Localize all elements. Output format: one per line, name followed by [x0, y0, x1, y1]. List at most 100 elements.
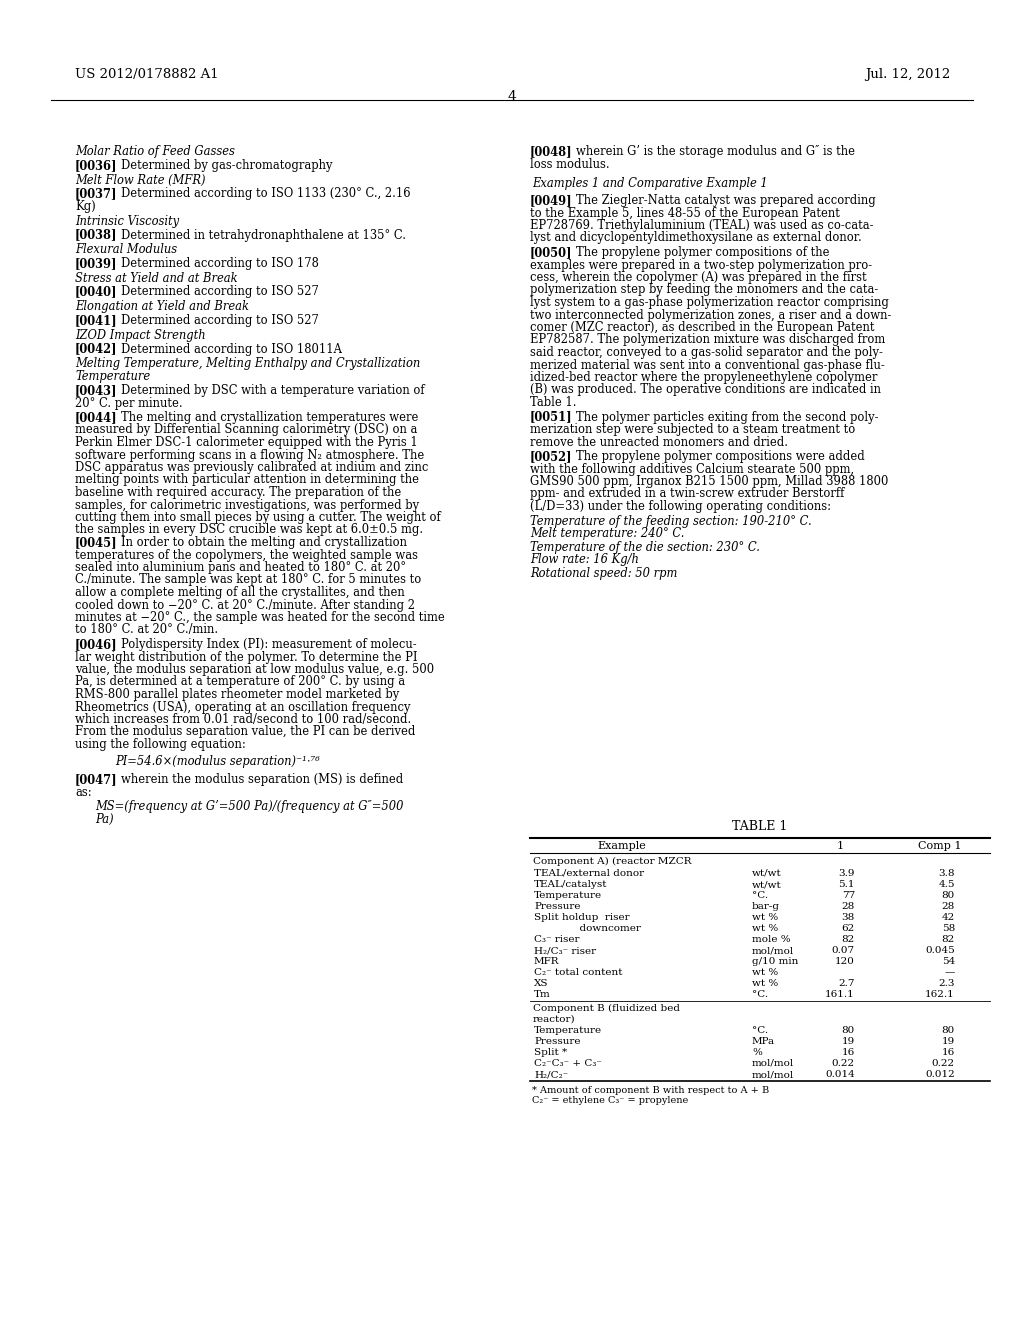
Text: 19: 19: [942, 1038, 955, 1045]
Text: cooled down to −20° C. at 20° C./minute. After standing 2: cooled down to −20° C. at 20° C./minute.…: [75, 598, 415, 611]
Text: C₃⁻ riser: C₃⁻ riser: [534, 935, 580, 944]
Text: lyst system to a gas-phase polymerization reactor comprising: lyst system to a gas-phase polymerizatio…: [530, 296, 889, 309]
Text: From the modulus separation value, the PI can be derived: From the modulus separation value, the P…: [75, 726, 416, 738]
Text: comer (MZC reactor), as described in the European Patent: comer (MZC reactor), as described in the…: [530, 321, 874, 334]
Text: sealed into aluminium pans and heated to 180° C. at 20°: sealed into aluminium pans and heated to…: [75, 561, 407, 574]
Text: wherein the modulus separation (MS) is defined: wherein the modulus separation (MS) is d…: [121, 774, 403, 785]
Text: [0043]: [0043]: [75, 384, 118, 397]
Text: TEAL/external donor: TEAL/external donor: [534, 869, 644, 878]
Text: [0045]: [0045]: [75, 536, 118, 549]
Text: said reactor, conveyed to a gas-solid separator and the poly-: said reactor, conveyed to a gas-solid se…: [530, 346, 883, 359]
Text: °C.: °C.: [752, 1026, 768, 1035]
Text: XS: XS: [534, 979, 549, 987]
Text: 3.8: 3.8: [939, 869, 955, 878]
Text: as:: as:: [75, 785, 91, 799]
Text: idized-bed reactor where the propyleneethylene copolymer: idized-bed reactor where the propyleneet…: [530, 371, 878, 384]
Text: [0052]: [0052]: [530, 450, 572, 463]
Text: MPa: MPa: [752, 1038, 775, 1045]
Text: Determined according to ISO 178: Determined according to ISO 178: [121, 257, 318, 271]
Text: Determined by gas-chromatography: Determined by gas-chromatography: [121, 158, 333, 172]
Text: DSC apparatus was previously calibrated at indium and zinc: DSC apparatus was previously calibrated …: [75, 461, 428, 474]
Text: [0048]: [0048]: [530, 145, 572, 158]
Text: MFR: MFR: [534, 957, 559, 966]
Text: Kg): Kg): [75, 201, 96, 213]
Text: Determined according to ISO 527: Determined according to ISO 527: [121, 314, 318, 327]
Text: 82: 82: [842, 935, 855, 944]
Text: Component B (fluidized bed: Component B (fluidized bed: [534, 1005, 680, 1014]
Text: 42: 42: [942, 913, 955, 921]
Text: 1: 1: [837, 841, 844, 851]
Text: The polymer particles exiting from the second poly-: The polymer particles exiting from the s…: [575, 411, 879, 424]
Text: 5.1: 5.1: [839, 880, 855, 888]
Text: wt %: wt %: [752, 979, 778, 987]
Text: The propylene polymer compositions of the: The propylene polymer compositions of th…: [575, 246, 829, 259]
Text: 19: 19: [842, 1038, 855, 1045]
Text: Pa, is determined at a temperature of 200° C. by using a: Pa, is determined at a temperature of 20…: [75, 676, 406, 689]
Text: 0.22: 0.22: [831, 1059, 855, 1068]
Text: Melting Temperature, Melting Enthalpy and Crystallization: Melting Temperature, Melting Enthalpy an…: [75, 356, 420, 370]
Text: 2.3: 2.3: [939, 979, 955, 987]
Text: 0.014: 0.014: [825, 1071, 855, 1078]
Text: 16: 16: [942, 1048, 955, 1057]
Text: remove the unreacted monomers and dried.: remove the unreacted monomers and dried.: [530, 436, 788, 449]
Text: 62: 62: [842, 924, 855, 933]
Text: PI=54.6×(modulus separation)⁻¹⋅⁷⁶: PI=54.6×(modulus separation)⁻¹⋅⁷⁶: [115, 755, 319, 768]
Text: EP782587. The polymerization mixture was discharged from: EP782587. The polymerization mixture was…: [530, 334, 886, 346]
Text: Determined according to ISO 527: Determined according to ISO 527: [121, 285, 318, 298]
Text: GMS90 500 ppm, Irganox B215 1500 ppm, Millad 3988 1800: GMS90 500 ppm, Irganox B215 1500 ppm, Mi…: [530, 475, 889, 488]
Text: [0046]: [0046]: [75, 638, 118, 651]
Text: 0.012: 0.012: [926, 1071, 955, 1078]
Text: H₂/C₂⁻: H₂/C₂⁻: [534, 1071, 568, 1078]
Text: 80: 80: [942, 891, 955, 900]
Text: loss modulus.: loss modulus.: [530, 157, 609, 170]
Text: using the following equation:: using the following equation:: [75, 738, 246, 751]
Text: Intrinsic Viscosity: Intrinsic Viscosity: [75, 214, 179, 227]
Text: MS=(frequency at G’=500 Pa)/(frequency at G″=500: MS=(frequency at G’=500 Pa)/(frequency a…: [95, 800, 403, 813]
Text: 58: 58: [942, 924, 955, 933]
Text: Jul. 12, 2012: Jul. 12, 2012: [864, 69, 950, 81]
Text: to the Example 5, lines 48-55 of the European Patent: to the Example 5, lines 48-55 of the Eur…: [530, 206, 840, 219]
Text: %: %: [752, 1048, 762, 1057]
Text: C₂⁻ total content: C₂⁻ total content: [534, 968, 623, 977]
Text: Temperature of the feeding section: 190-210° C.: Temperature of the feeding section: 190-…: [530, 515, 812, 528]
Text: [0040]: [0040]: [75, 285, 118, 298]
Text: TEAL/catalyst: TEAL/catalyst: [534, 880, 607, 888]
Text: Temperature: Temperature: [534, 1026, 602, 1035]
Text: [0038]: [0038]: [75, 228, 118, 242]
Text: C₂⁻ = ethylene C₃⁻ = propylene: C₂⁻ = ethylene C₃⁻ = propylene: [532, 1096, 688, 1105]
Text: [0037]: [0037]: [75, 187, 118, 201]
Text: Rotational speed: 50 rpm: Rotational speed: 50 rpm: [530, 566, 677, 579]
Text: (B) was produced. The operative conditions are indicated in: (B) was produced. The operative conditio…: [530, 384, 881, 396]
Text: [0047]: [0047]: [75, 774, 118, 785]
Text: downcomer: downcomer: [534, 924, 641, 933]
Text: US 2012/0178882 A1: US 2012/0178882 A1: [75, 69, 219, 81]
Text: 38: 38: [842, 913, 855, 921]
Text: [0044]: [0044]: [75, 411, 118, 424]
Text: 4: 4: [508, 90, 516, 104]
Text: [0036]: [0036]: [75, 158, 118, 172]
Text: [0049]: [0049]: [530, 194, 572, 207]
Text: The melting and crystallization temperatures were: The melting and crystallization temperat…: [121, 411, 419, 424]
Text: Perkin Elmer DSC-1 calorimeter equipped with the Pyris 1: Perkin Elmer DSC-1 calorimeter equipped …: [75, 436, 418, 449]
Text: Example: Example: [598, 841, 646, 851]
Text: Component A) (reactor MZCR: Component A) (reactor MZCR: [534, 857, 691, 866]
Text: 3.9: 3.9: [839, 869, 855, 878]
Text: lar weight distribution of the polymer. To determine the PI: lar weight distribution of the polymer. …: [75, 651, 418, 664]
Text: mol/mol: mol/mol: [752, 1059, 795, 1068]
Text: lyst and dicyclopentyldimethoxysilane as external donor.: lyst and dicyclopentyldimethoxysilane as…: [530, 231, 862, 244]
Text: [0039]: [0039]: [75, 257, 118, 271]
Text: 162.1: 162.1: [926, 990, 955, 999]
Text: 0.045: 0.045: [926, 946, 955, 954]
Text: baseline with required accuracy. The preparation of the: baseline with required accuracy. The pre…: [75, 486, 401, 499]
Text: 80: 80: [842, 1026, 855, 1035]
Text: Split holdup  riser: Split holdup riser: [534, 913, 630, 921]
Text: software performing scans in a flowing N₂ atmosphere. The: software performing scans in a flowing N…: [75, 449, 424, 462]
Text: 4.5: 4.5: [939, 880, 955, 888]
Text: melting points with particular attention in determining the: melting points with particular attention…: [75, 474, 419, 487]
Text: [0051]: [0051]: [530, 411, 572, 424]
Text: merization step were subjected to a steam treatment to: merization step were subjected to a stea…: [530, 422, 855, 436]
Text: mol/mol: mol/mol: [752, 1071, 795, 1078]
Text: merized material was sent into a conventional gas-phase flu-: merized material was sent into a convent…: [530, 359, 885, 371]
Text: Stress at Yield and at Break: Stress at Yield and at Break: [75, 272, 238, 285]
Text: two interconnected polymerization zones, a riser and a down-: two interconnected polymerization zones,…: [530, 309, 891, 322]
